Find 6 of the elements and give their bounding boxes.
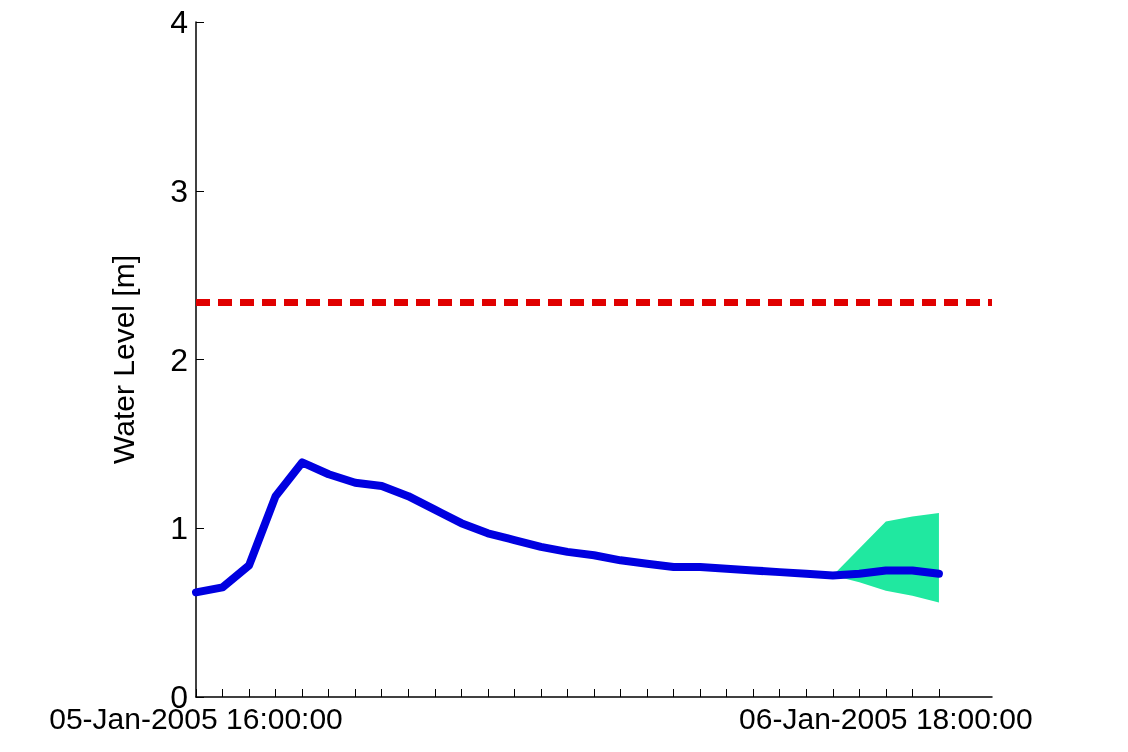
- y-tick-label: 2: [170, 341, 188, 378]
- y-tick-label: 1: [170, 510, 188, 547]
- y-axis-title: Water Level [m]: [106, 255, 140, 464]
- y-tick-label: 4: [170, 4, 188, 40]
- y-tick-label: 3: [170, 172, 188, 209]
- x-tick-label: 06-Jan-2005 18:00:00: [739, 701, 1033, 735]
